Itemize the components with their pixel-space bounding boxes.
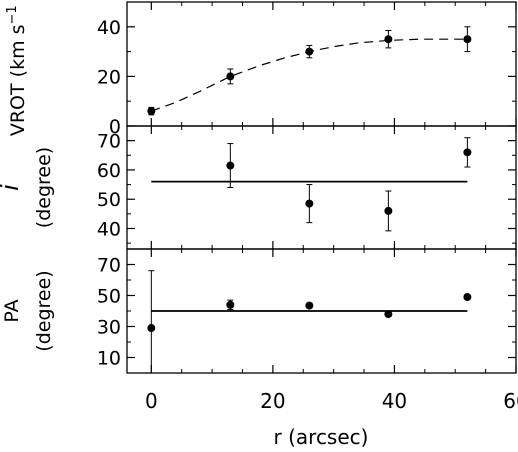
data-point [384,35,393,44]
y-axis-symbol: i [0,184,24,191]
data-point [305,199,314,208]
panel-incl: 40 50 60 70 i (degree) [0,125,517,250]
data-point [305,301,314,310]
y-axis-unit: (degree) [33,270,55,351]
y-tick-label: 30 [97,317,121,339]
y-tick-label: 10 [97,348,121,370]
x-tick-label: 40 [382,389,407,413]
data-point [305,47,314,56]
y-axis-unit: (degree) [33,147,55,228]
y-tick-label: 40 [97,219,121,241]
data-point [147,324,156,333]
y-axis-label: VROT (km s−1 ) [5,0,29,136]
x-tick-label: 0 [145,389,158,413]
panel-frame [126,125,517,250]
x-tick-label: 60 [503,389,518,413]
y-tick-label: 70 [97,131,121,153]
y-tick-label: 40 [97,17,121,39]
data-point [463,148,472,157]
x-axis-label: r (arcsec) [274,425,369,449]
data-point [463,35,472,44]
panel-frame [126,1,517,127]
x-tick-label: 20 [260,389,285,413]
data-point [226,300,235,309]
panel-pa: 10 30 50 70 PA (degree) [1,248,517,374]
data-point [226,161,235,170]
data-point [463,293,472,302]
y-tick-label: 0 [109,116,121,138]
y-tick-label: 50 [97,189,121,211]
y-tick-label: 70 [97,255,121,277]
y-tick-label: 20 [97,66,121,88]
y-axis-symbol: PA [1,299,23,322]
data-point [147,107,156,116]
y-tick-label: 50 [97,286,121,308]
y-tick-label: 60 [97,160,121,182]
panel-vrot: 0 20 40 VROT (km s−1 ) [5,0,517,138]
data-point [384,206,393,215]
data-point [226,72,235,81]
data-point [384,310,393,319]
